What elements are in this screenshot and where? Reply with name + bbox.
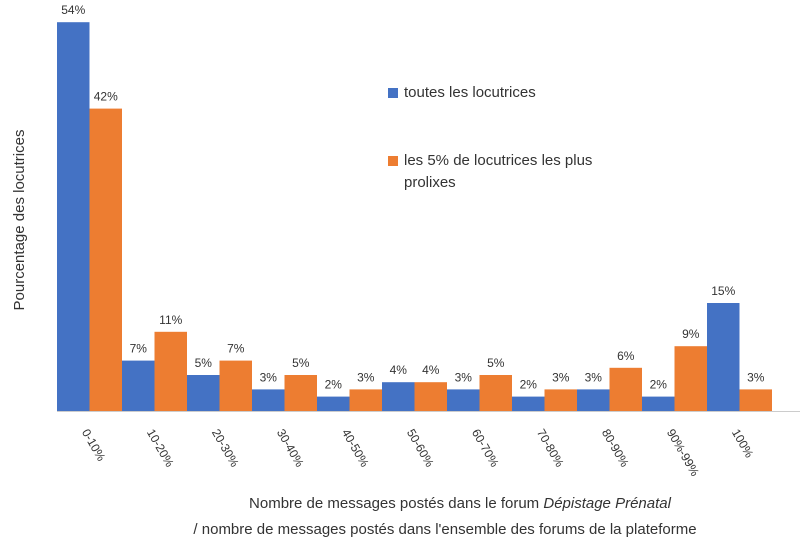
data-label: 2% xyxy=(325,378,343,392)
x-tick-label: 30-40% xyxy=(274,427,307,470)
data-label: 54% xyxy=(61,3,85,17)
x-tick-label: 80-90% xyxy=(599,427,632,470)
legend-label: toutes les locutrices xyxy=(404,84,536,101)
data-label: 3% xyxy=(552,370,570,384)
bar xyxy=(382,382,415,411)
bar xyxy=(577,389,610,411)
bar xyxy=(252,389,285,411)
bar xyxy=(154,331,187,411)
legend-swatch xyxy=(388,88,398,98)
bar xyxy=(447,389,480,411)
legend-swatch xyxy=(388,156,398,166)
data-label: 2% xyxy=(520,378,538,392)
x-axis-title-line2: / nombre de messages postés dans l'ensem… xyxy=(193,521,696,538)
data-label: 3% xyxy=(260,370,278,384)
bar xyxy=(512,396,545,411)
data-label: 4% xyxy=(422,363,440,377)
bar xyxy=(609,367,642,411)
data-label: 3% xyxy=(455,370,473,384)
data-label: 4% xyxy=(390,363,408,377)
x-tick-label: 100% xyxy=(729,427,757,461)
data-label: 7% xyxy=(227,342,245,356)
bar xyxy=(544,389,577,411)
bar xyxy=(414,382,447,411)
data-label: 7% xyxy=(130,342,148,356)
data-label: 3% xyxy=(747,370,765,384)
x-tick-label: 10-20% xyxy=(144,427,177,470)
x-tick-label: 0-10% xyxy=(79,427,109,464)
bar xyxy=(122,360,155,411)
bar xyxy=(219,360,252,411)
data-label: 2% xyxy=(650,378,668,392)
data-label: 3% xyxy=(357,370,375,384)
x-tick-label: 70-80% xyxy=(534,427,567,470)
data-label: 5% xyxy=(487,356,505,370)
data-label: 42% xyxy=(94,90,118,104)
data-label: 6% xyxy=(617,349,635,363)
x-tick-label: 40-50% xyxy=(339,427,372,470)
bar xyxy=(284,375,317,411)
x-axis-title: Nombre de messages postés dans le forum … xyxy=(249,495,672,512)
x-title-part: Nombre de messages postés dans le forum xyxy=(249,495,539,512)
data-label: 15% xyxy=(711,284,735,298)
bar xyxy=(642,396,675,411)
bar xyxy=(317,396,350,411)
x-tick-label: 90%-99% xyxy=(664,427,702,479)
x-title-italic: Dépistage Prénatal xyxy=(543,495,671,512)
bar xyxy=(349,389,382,411)
data-label: 11% xyxy=(159,313,182,327)
data-label: 5% xyxy=(292,356,310,370)
bar xyxy=(479,375,512,411)
x-tick-label: 60-70% xyxy=(469,427,502,470)
x-tick-label: 50-60% xyxy=(404,427,437,470)
data-label: 9% xyxy=(682,327,700,341)
x-tick-label: 20-30% xyxy=(209,427,242,470)
bar xyxy=(187,375,220,411)
bar xyxy=(674,346,707,411)
bar xyxy=(739,389,772,411)
y-axis-title: Pourcentage des locutrices xyxy=(11,130,28,311)
data-label: 3% xyxy=(585,370,603,384)
bar xyxy=(707,303,740,411)
legend-label: les 5% de locutrices les plus prolixes xyxy=(404,152,593,191)
data-label: 5% xyxy=(195,356,213,370)
bar xyxy=(57,22,90,411)
bar xyxy=(89,108,122,411)
